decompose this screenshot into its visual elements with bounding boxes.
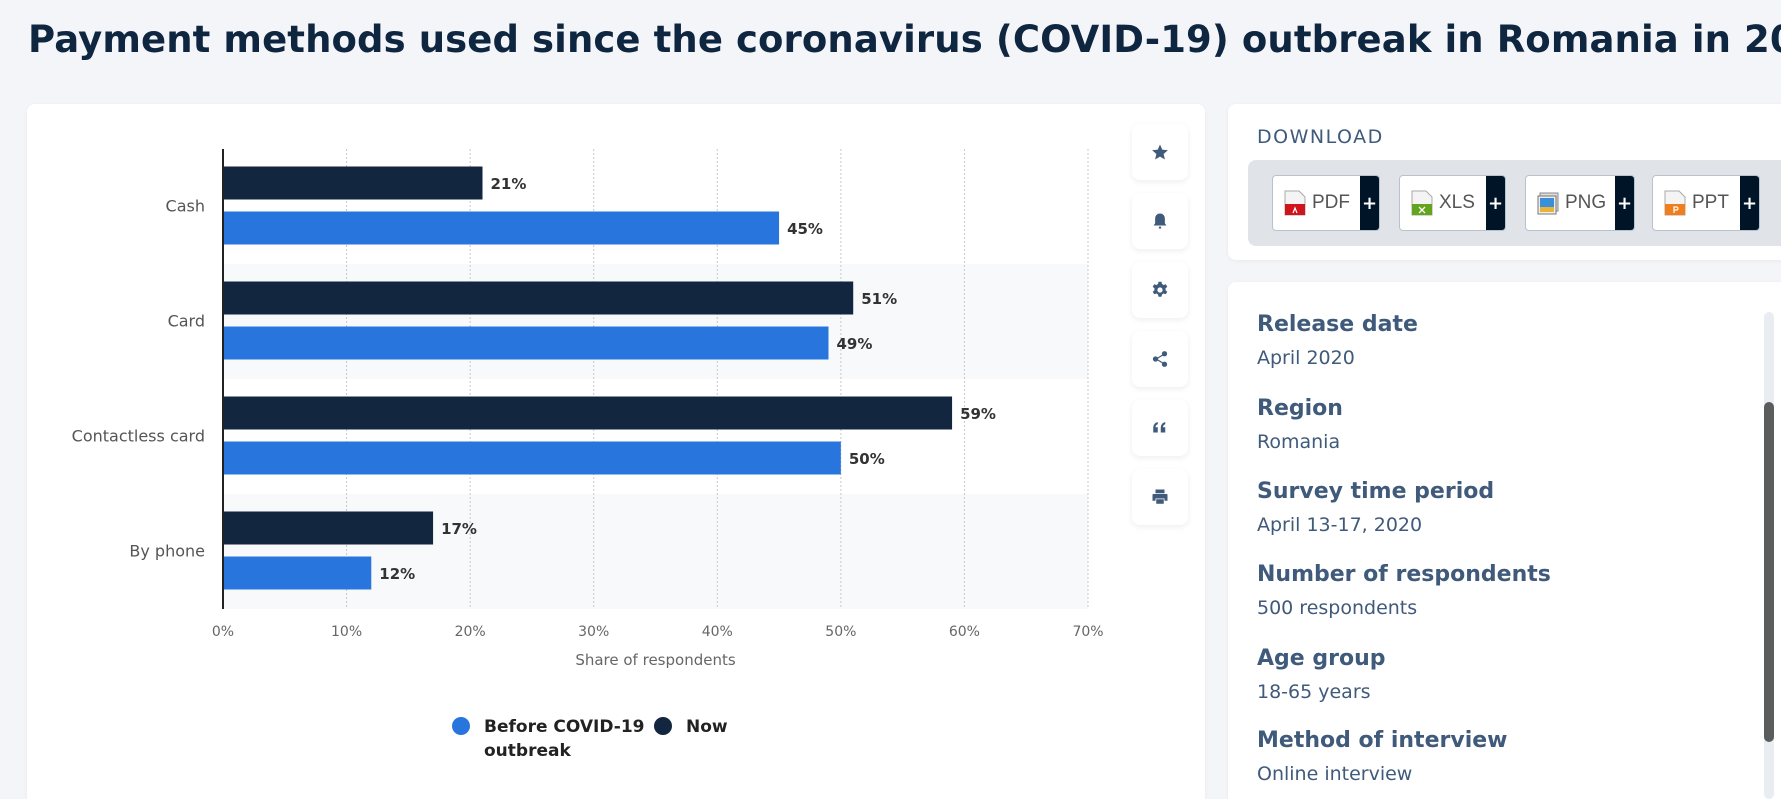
category-label: By phone [129, 542, 205, 561]
download-title: DOWNLOAD [1257, 126, 1384, 148]
category-band [223, 264, 1088, 379]
info-scrollbar[interactable] [1764, 312, 1774, 799]
legend-label: outbreak [484, 741, 571, 761]
chart-tools [1132, 124, 1188, 538]
info-scrollbar-thumb[interactable] [1764, 402, 1774, 742]
download-pdf-label: PDF [1312, 192, 1350, 213]
x-tick-label: 30% [578, 624, 609, 640]
pdf-file-icon [1284, 190, 1306, 216]
download-png-button[interactable]: PNG + [1525, 175, 1635, 231]
bar-now [223, 396, 953, 430]
info-release-date: Release date April 2020 [1257, 312, 1418, 369]
print-button[interactable] [1132, 469, 1188, 525]
download-panel: DOWNLOAD PDF + XLS + PNG + PPT + [1228, 104, 1781, 260]
bar-before-covid-19-outbreak [223, 441, 841, 475]
download-pdf-button[interactable]: PDF + [1272, 175, 1380, 231]
data-label: 12% [379, 565, 415, 583]
data-label: 59% [960, 405, 996, 423]
data-label: 17% [441, 520, 477, 538]
bar-before-covid-19-outbreak [223, 326, 829, 360]
plus-icon: + [1360, 176, 1379, 230]
x-tick-label: 10% [331, 624, 362, 640]
print-icon [1152, 489, 1168, 504]
download-png-label: PNG [1565, 192, 1607, 213]
bar-chart: 0% 10% 20% 30% 40% 50% 60% 70% Share of responde… [72, 149, 1104, 761]
data-label: 50% [849, 450, 885, 468]
plus-icon: + [1740, 176, 1759, 230]
download-xls-button[interactable]: XLS + [1399, 175, 1506, 231]
legend-marker [452, 717, 470, 735]
star-icon [1152, 144, 1168, 160]
data-label: 49% [837, 335, 873, 353]
share-button[interactable] [1132, 331, 1188, 387]
favorite-button[interactable] [1132, 124, 1188, 180]
category-label: Contactless card [72, 427, 205, 446]
info-interview-method: Method of interview Online interview [1257, 728, 1508, 785]
bar-now [223, 511, 434, 545]
statistic-details: Release date April 2020 Region Romania S… [1228, 282, 1781, 799]
quote-icon [1153, 422, 1166, 433]
x-tick-label: 40% [702, 624, 733, 640]
chart-card: 0% 10% 20% 30% 40% 50% 60% 70% Share of responde… [27, 104, 1205, 799]
info-age-group: Age group 18-65 years [1257, 646, 1386, 703]
legend-label: Now [686, 717, 728, 737]
data-label: 45% [787, 220, 823, 238]
notification-button[interactable] [1132, 193, 1188, 249]
settings-button[interactable] [1132, 262, 1188, 318]
page-title: Payment methods used since the coronavir… [28, 18, 1781, 61]
download-buttons: PDF + XLS + PNG + PPT + [1248, 160, 1781, 246]
info-respondents: Number of respondents 500 respondents [1257, 562, 1551, 619]
legend-label: Before COVID-19 [484, 717, 645, 737]
category-label: Card [168, 312, 205, 331]
category-label: Cash [166, 197, 205, 216]
plus-icon: + [1486, 176, 1505, 230]
data-label: 51% [861, 290, 897, 308]
bar-now [223, 166, 483, 200]
share-icon [1152, 351, 1168, 367]
data-label: 21% [491, 175, 527, 193]
xls-file-icon [1411, 190, 1433, 216]
plus-icon: + [1615, 176, 1634, 230]
x-tick-label: 70% [1072, 624, 1103, 640]
bar-before-covid-19-outbreak [223, 556, 372, 590]
bell-icon [1153, 213, 1167, 229]
x-axis-label: Share of respondents [575, 651, 736, 669]
ppt-file-icon [1664, 190, 1686, 216]
x-tick-label: 50% [825, 624, 856, 640]
bar-before-covid-19-outbreak [223, 211, 780, 245]
x-tick-label: 60% [949, 624, 980, 640]
download-ppt-label: PPT [1692, 192, 1729, 213]
x-tick-label: 20% [455, 624, 486, 640]
x-tick-label: 0% [212, 624, 234, 640]
download-ppt-button[interactable]: PPT + [1652, 175, 1760, 231]
png-image-icon [1537, 192, 1559, 215]
cite-button[interactable] [1132, 400, 1188, 456]
legend-marker [654, 717, 672, 735]
info-survey-period: Survey time period April 13-17, 2020 [1257, 479, 1495, 536]
bar-now [223, 281, 854, 315]
gear-icon [1152, 281, 1168, 297]
download-xls-label: XLS [1439, 192, 1475, 213]
category-band [223, 494, 1088, 609]
info-region: Region Romania [1257, 396, 1343, 453]
